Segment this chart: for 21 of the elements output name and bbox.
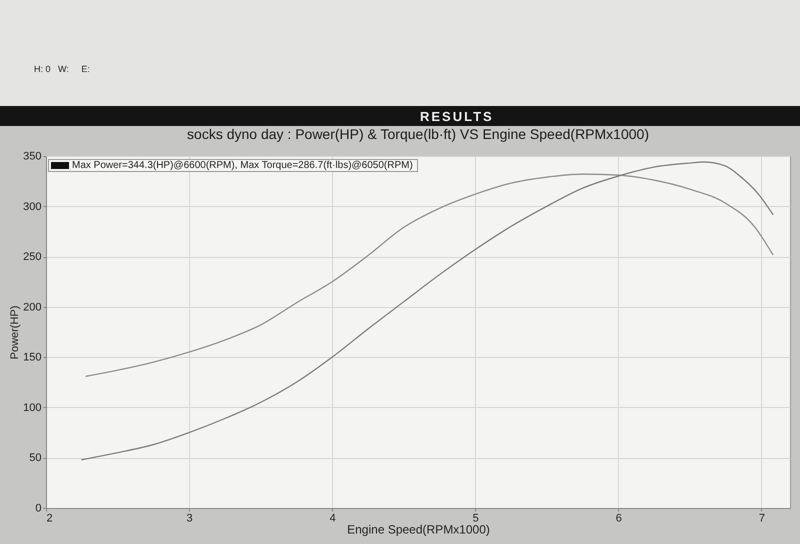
y-tick-label: 0 bbox=[35, 502, 42, 514]
x-tick-label: 5 bbox=[472, 512, 479, 524]
y-tick-label: 350 bbox=[23, 150, 42, 162]
x-tick-label: 3 bbox=[186, 512, 193, 524]
line-series bbox=[85, 174, 774, 377]
y-tick-label: 250 bbox=[23, 251, 42, 264]
x-axis-title: Engine Speed(RPMx1000) bbox=[347, 522, 490, 536]
text: H: 0 W: E: bbox=[34, 64, 90, 74]
text: RESULTS bbox=[420, 109, 494, 124]
x-tick-label: 6 bbox=[616, 512, 622, 524]
y-tick-label: 100 bbox=[23, 402, 42, 414]
chart-title: socks dyno day : Power(HP) & Torque(lb·ft) VS Engine Speed(RPMx1000) bbox=[187, 126, 649, 142]
y-tick-label: 50 bbox=[29, 452, 42, 464]
annotation: Max Power=344.3(HP)@6600(RPM), Max Torque=286.7(ft·lbs)@6050(RPM) bbox=[72, 160, 413, 171]
y-tick-label: 300 bbox=[23, 200, 42, 213]
y-axis-title: Power(HP) bbox=[9, 306, 22, 360]
x-tick-label: 7 bbox=[758, 512, 765, 524]
y-tick-label: 200 bbox=[23, 301, 42, 314]
x-tick-label: 4 bbox=[330, 512, 336, 524]
y-tick-label: 150 bbox=[23, 352, 42, 364]
x-tick-label: 2 bbox=[46, 512, 53, 524]
